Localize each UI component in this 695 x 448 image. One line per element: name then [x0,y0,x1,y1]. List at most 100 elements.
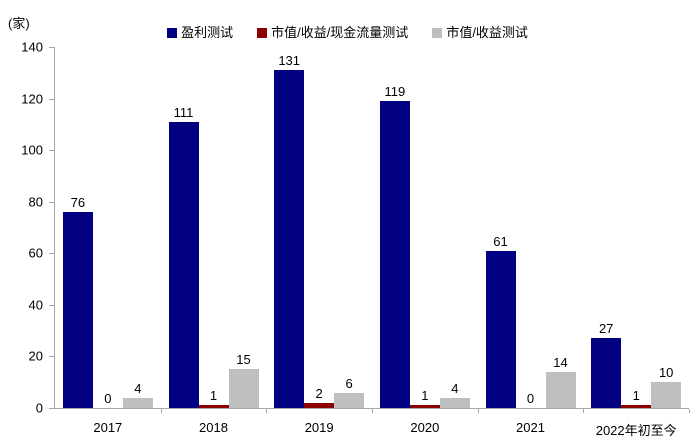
bar [651,382,682,408]
y-axis-tick-label: 140 [21,39,43,55]
bar-value-label: 0 [104,391,112,406]
legend-item: 市值/收益/现金流量测试 [257,26,408,40]
x-axis-label: 2020 [410,420,440,435]
bar-value-label: 15 [236,352,251,368]
bar-wrap: 76 [62,47,93,408]
bar-value-label: 0 [526,391,535,406]
bar-value-label: 6 [345,375,353,391]
legend-label: 盈利测试 [181,25,234,40]
x-axis-tick [689,409,690,413]
y-axis-tick [49,304,54,306]
bar [379,101,410,408]
bar-value-label: 4 [451,380,459,396]
bar [485,250,516,408]
y-axis-tick-label: 80 [28,194,43,210]
bar-wrap: 27 [591,47,622,408]
y-axis-tick [49,356,54,358]
bar-group: 131 2 6 2019 [266,47,372,435]
y-axis-tick [49,408,54,409]
bar [168,121,199,408]
y-axis-tick-label: 0 [35,400,43,416]
bar-value-label: 27 [598,321,614,337]
bar [439,397,470,408]
x-axis-label: 2017 [93,420,123,435]
y-axis-tick [49,47,54,48]
bar-value-label: 14 [553,354,568,370]
bar-wrap: 15 [228,47,259,408]
y-axis-tick-label: 20 [28,348,43,364]
bar-value-label: 111 [173,104,194,120]
bar-wrap: 0 [516,47,546,408]
x-axis-tick [372,409,373,413]
y-axis-tick-label: 100 [21,142,43,158]
bar-value-label: 61 [493,233,508,249]
plot-area: 76 0 4 2017 111 1 15 2018 131 2 6 2019 119 1 4 2020 61 0 1… [21,41,690,438]
bar-wrap: 119 [379,47,410,408]
bar-group: 119 1 4 2020 [372,47,478,435]
x-axis-tick [583,409,585,413]
bar [591,338,622,408]
bar-value-label: 4 [134,380,142,396]
bar [122,397,153,408]
legend: 盈利测试 市值/收益/现金流量测试 市值/收益测试 [0,26,695,40]
bar-value-label: 119 [384,84,406,100]
y-axis-tick-label: 120 [21,91,43,107]
x-axis-label: 2022年初至今 [595,423,677,438]
legend-label: 市值/收益测试 [446,25,528,40]
bar-wrap: 1 [621,47,652,408]
bar-wrap: 4 [439,47,470,408]
bar [545,371,576,408]
bar [198,405,229,408]
bar-wrap: 1 [198,47,229,408]
legend-swatch-icon [257,28,268,38]
bar-wrap: 14 [545,47,576,408]
bar-value-label: 76 [70,195,86,211]
y-axis-tick [49,150,54,152]
bar-group: 76 0 4 2017 [55,47,161,435]
bar [409,405,440,408]
bar-wrap: 6 [334,47,365,408]
bar-value-label: 1 [209,388,218,404]
y-axis-tick-label: 40 [28,297,43,313]
bar [334,392,365,408]
x-axis-label: 2019 [304,420,334,435]
bar-wrap: 10 [651,47,682,408]
y-axis-tick [49,201,54,203]
bar-group: 27 1 10 2022年初至今 [583,47,689,438]
y-axis-tick-label: 60 [28,245,43,261]
bar-value-label: 10 [658,365,674,381]
bar-wrap: 4 [122,47,153,408]
bar-wrap: 61 [485,47,516,408]
bar-value-label: 1 [421,388,429,404]
bar [621,405,652,408]
bar-wrap: 2 [304,47,335,408]
bar-value-label: 131 [278,53,301,69]
bar-value-label: 2 [315,385,323,401]
x-axis-tick [266,409,268,413]
y-axis-tick [49,253,54,255]
bar [274,70,305,408]
bar-wrap: 1 [409,47,440,408]
legend-swatch-icon [167,28,178,38]
bar-wrap: 131 [274,47,305,408]
x-axis-label: 2021 [516,420,545,435]
x-axis-tick [477,409,479,413]
bar [304,402,335,408]
bar [62,212,93,408]
legend-swatch-icon [432,28,443,38]
x-axis-tick [160,409,162,413]
bar-value-label: 1 [632,388,640,404]
bar-wrap: 111 [168,47,199,408]
legend-label: 市值/收益/现金流量测试 [271,25,409,40]
y-axis-tick [49,98,54,100]
bar-group: 111 1 15 2018 [161,47,267,435]
bar [228,369,259,408]
bar-wrap: 0 [93,47,123,408]
legend-item: 盈利测试 [167,26,233,40]
bar-groups: 76 0 4 2017 111 1 15 2018 131 2 6 2019 119 1 4 2020 61 0 1… [55,47,689,438]
bar-group: 61 0 14 2021 [478,47,584,435]
y-axis-unit-label: (家) [8,16,30,31]
legend-item: 市值/收益测试 [432,26,528,40]
x-axis-label: 2018 [199,420,228,435]
